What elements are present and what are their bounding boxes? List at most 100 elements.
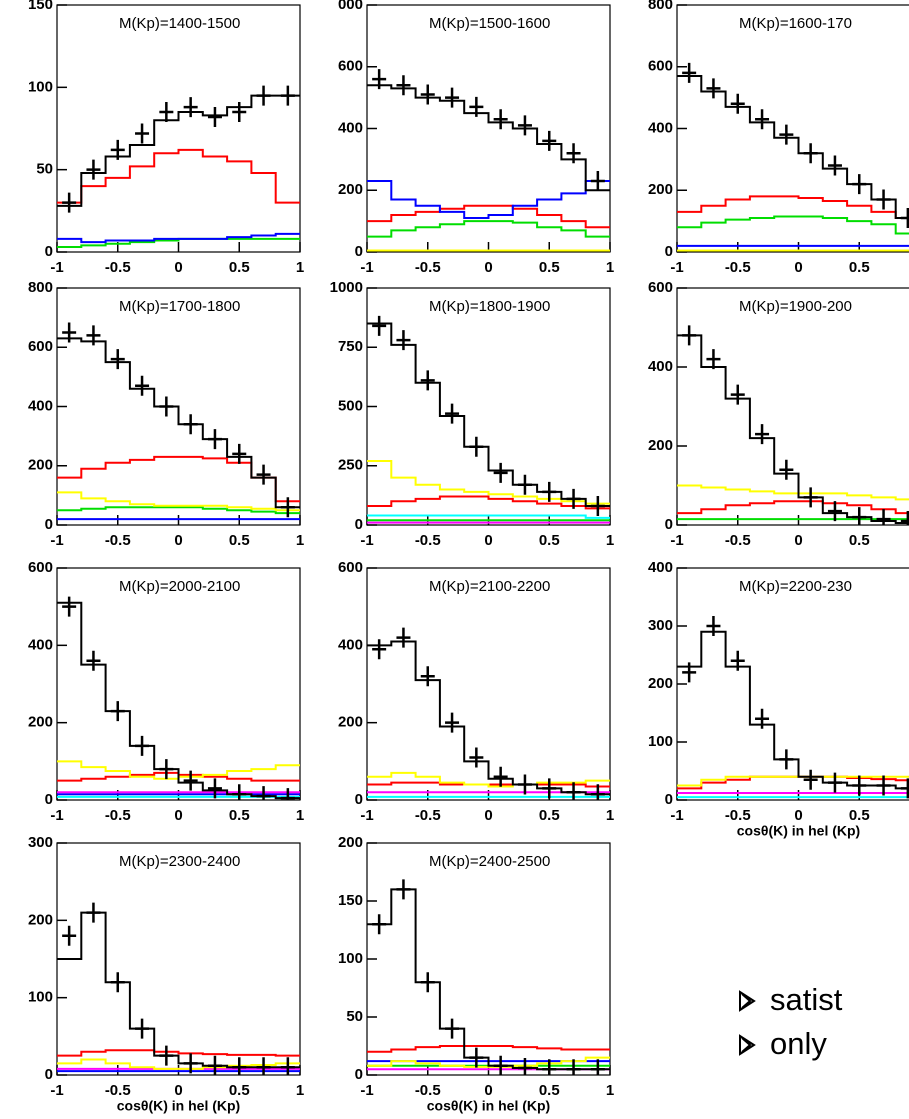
- histogram-line: [367, 460, 610, 505]
- data-point: [803, 769, 818, 790]
- y-tick-label: 100: [28, 78, 53, 95]
- data-point: [803, 487, 818, 508]
- y-tick-label: 0: [45, 1066, 53, 1083]
- data-point: [779, 124, 794, 145]
- x-tick-label: -1: [50, 259, 63, 276]
- y-tick-label: 0: [665, 791, 673, 808]
- histogram-line: [57, 148, 300, 204]
- y-tick-label: 200: [648, 437, 673, 454]
- histogram-line: [57, 506, 300, 515]
- x-tick-label: 0.5: [849, 532, 870, 549]
- panel: 0 50 100 150 200 -1 -0.5 0 0.5 1 M(Kp)=2400-2500 co…: [338, 834, 614, 1114]
- histogram-line: [367, 204, 610, 229]
- x-tick-label: 0: [484, 807, 492, 824]
- panel: 0 50 100 150 -1 -0.5 0 0.5 1 M(Kp)=1400-1500: [28, 0, 304, 276]
- panel: 0 200 400 600 -1 -0.5 0 0.5 1 M(Kp)=2000-2100: [28, 559, 304, 824]
- x-tick-label: -1: [670, 259, 683, 276]
- data-point: [755, 708, 770, 729]
- data-point: [779, 749, 794, 770]
- data-point: [445, 1018, 460, 1039]
- x-tick-label: -0.5: [105, 1082, 131, 1099]
- histogram-line: [57, 911, 300, 1069]
- data-point: [542, 130, 557, 151]
- data-point: [280, 788, 295, 800]
- plot-frame: [56, 842, 301, 1076]
- x-tick-label: 0.5: [849, 259, 870, 276]
- plot-area: [677, 325, 909, 525]
- x-tick-label: 0: [174, 807, 182, 824]
- data-point: [900, 778, 909, 799]
- title-box: [112, 11, 294, 35]
- y-tick-label: 0: [355, 1066, 363, 1083]
- plot-frame: [366, 842, 611, 1076]
- panel-title: M(Kp)=1900-200: [739, 298, 852, 315]
- x-tick-label: 0: [174, 532, 182, 549]
- data-point: [372, 639, 387, 660]
- x-tick-label: 1: [606, 807, 614, 824]
- data-point: [207, 429, 222, 450]
- y-tick-label: 400: [28, 397, 53, 414]
- bullet-text: satist: [770, 982, 843, 1017]
- plot-area: [367, 69, 610, 252]
- y-tick-label: 0: [45, 243, 53, 260]
- histogram-line: [367, 1056, 610, 1068]
- x-tick-label: -0.5: [105, 259, 131, 276]
- data-point: [62, 925, 77, 946]
- y-tick-label: 200: [28, 714, 53, 731]
- y-tick-label: 000: [338, 0, 363, 13]
- bullet-arrow: [739, 990, 756, 1012]
- data-point: [517, 1058, 532, 1075]
- x-tick-label: 0.5: [539, 532, 560, 549]
- x-tick-label: 0.5: [539, 259, 560, 276]
- y-tick-label: 0: [665, 516, 673, 533]
- title-box: [732, 574, 909, 598]
- y-tick-label: 150: [28, 0, 53, 13]
- data-point: [110, 972, 125, 993]
- bullet-arrow: [739, 1034, 756, 1056]
- x-tick-label: 0: [174, 1082, 182, 1099]
- data-point: [876, 509, 891, 525]
- data-point: [110, 701, 125, 722]
- data-point: [876, 775, 891, 796]
- plot-frame: [56, 4, 301, 253]
- data-point: [755, 424, 770, 445]
- panel-title: M(Kp)=2300-2400: [119, 853, 240, 870]
- y-tick-label: 600: [28, 338, 53, 355]
- data-point: [207, 1055, 222, 1075]
- data-point: [207, 106, 222, 127]
- data-point: [566, 782, 581, 800]
- x-tick-label: 0: [484, 1082, 492, 1099]
- data-point: [566, 1059, 581, 1075]
- data-point: [755, 109, 770, 130]
- histogram-line: [367, 514, 610, 519]
- data-point: [493, 109, 508, 130]
- data-point: [372, 914, 387, 935]
- data-point: [420, 84, 435, 105]
- panel-title: M(Kp)=2200-230: [739, 578, 852, 595]
- panel: 0 100 200 300 -1 -0.5 0 0.5 1 M(Kp)=2300-2400 cosθ…: [28, 834, 304, 1114]
- histogram-line: [677, 334, 909, 525]
- y-tick-label: 800: [648, 0, 673, 13]
- data-point: [372, 69, 387, 90]
- y-tick-label: 100: [28, 989, 53, 1006]
- data-point: [445, 87, 460, 108]
- data-point: [827, 155, 842, 176]
- data-point: [135, 123, 150, 144]
- data-point: [682, 62, 697, 83]
- data-point: [420, 666, 435, 687]
- x-tick-label: 1: [296, 259, 304, 276]
- data-point: [159, 1045, 174, 1066]
- data-point: [280, 1057, 295, 1075]
- data-point: [730, 384, 745, 405]
- histogram-line: [367, 179, 610, 220]
- panel-title: M(Kp)=1800-1900: [429, 298, 550, 315]
- title-box: [422, 294, 604, 318]
- data-point: [469, 96, 484, 117]
- data-point: [110, 349, 125, 370]
- data-point: [469, 1047, 484, 1068]
- x-tick-label: 0.5: [229, 532, 250, 549]
- bullet-text: only: [770, 1026, 827, 1061]
- y-tick-label: 200: [28, 457, 53, 474]
- data-point: [232, 1057, 247, 1075]
